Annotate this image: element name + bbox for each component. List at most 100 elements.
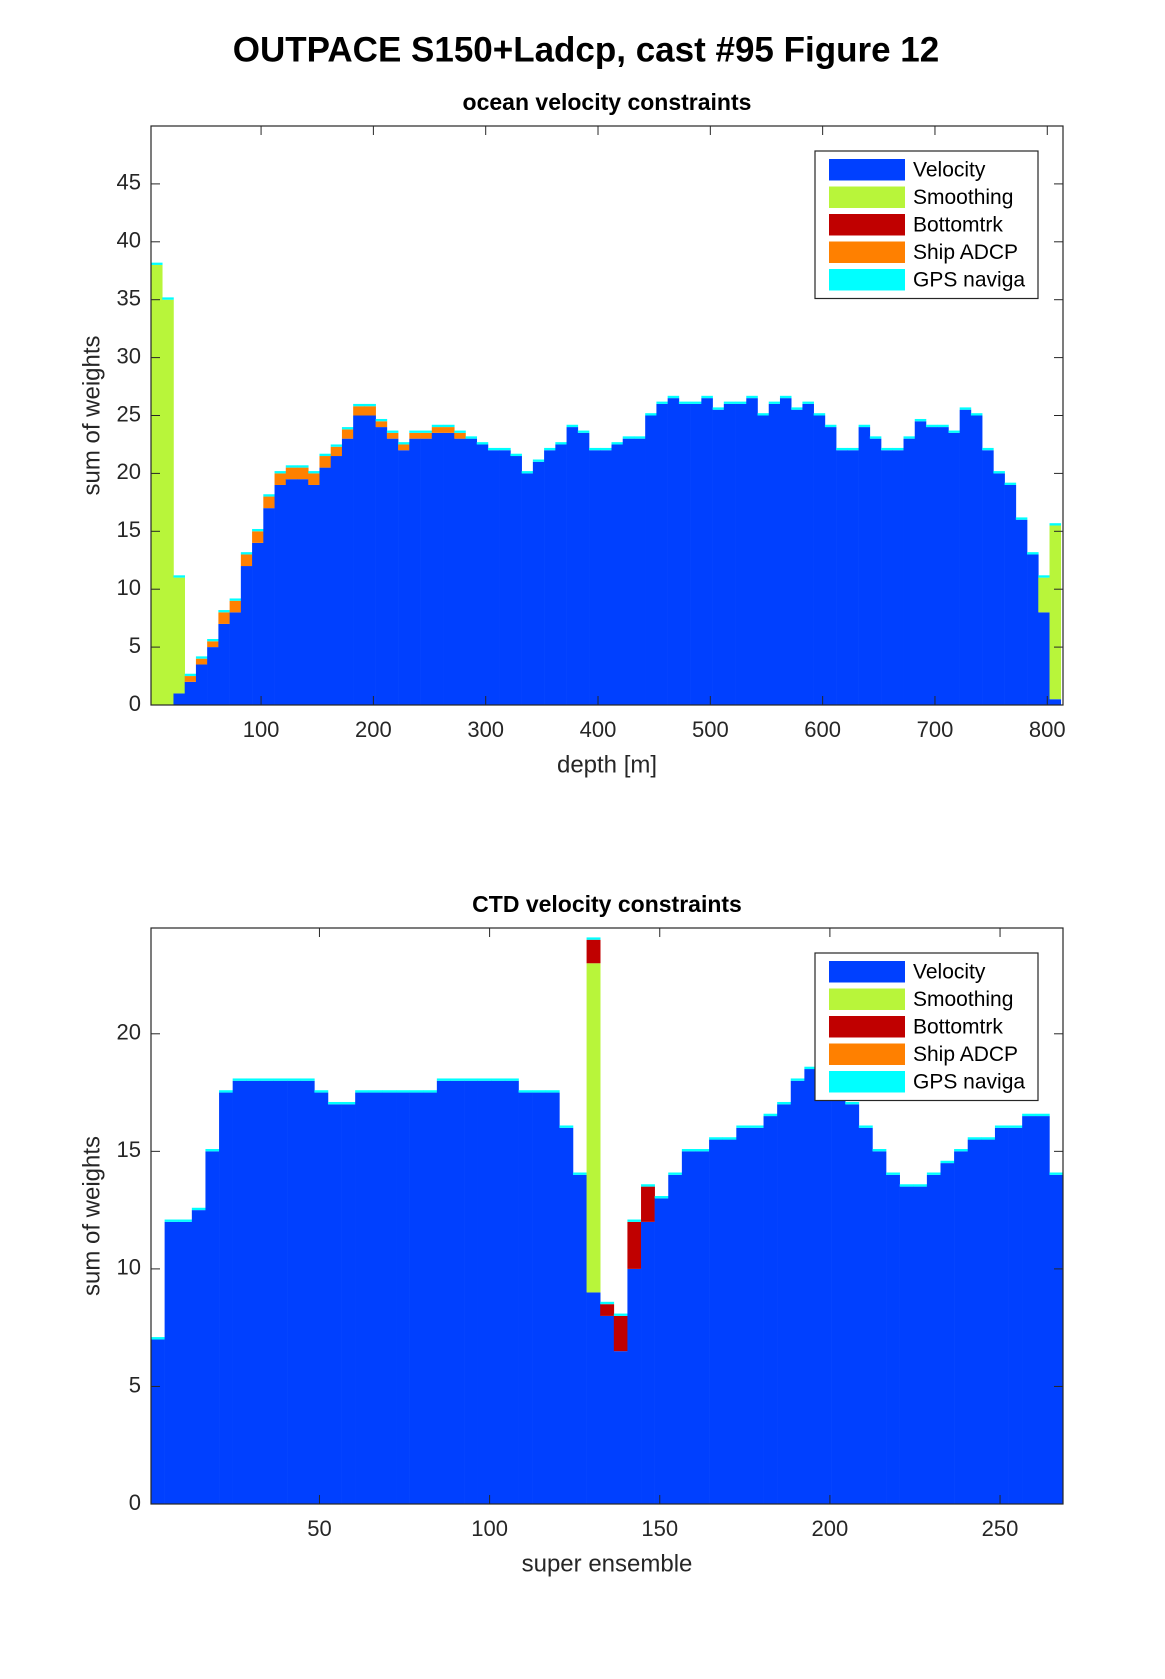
bar-segment [229,598,242,601]
bar-segment [487,447,500,451]
bar-segment [777,1101,792,1105]
bar-segment [398,442,410,445]
bar-segment [1035,1116,1050,1504]
bar-segment [926,1172,941,1175]
bar-segment [297,467,309,480]
bar-segment [274,484,287,705]
bar-segment [218,610,230,613]
bar-segment [622,438,635,705]
bar-segment [600,1315,615,1504]
bar-segment [1049,525,1062,700]
y-tick-label: 30 [117,343,141,368]
bar-segment [970,413,983,416]
bar-segment [845,1104,860,1504]
bar-segment [545,1092,560,1504]
legend-swatch [829,214,905,236]
bar-segment [330,456,343,705]
bar-segment [723,403,736,705]
bar-segment [813,413,826,416]
bar-segment [709,1139,724,1504]
bar-segment [443,424,455,428]
bar-segment [881,450,893,705]
bar-segment [763,1116,778,1504]
bar-segment [667,398,680,705]
bar-segment [600,450,612,705]
bar-segment [555,444,567,705]
bar-segment [205,1148,220,1152]
bar-segment [858,424,871,428]
y-tick-label: 40 [117,228,141,253]
bar-segment [709,1137,724,1140]
bar-segment [195,664,208,705]
bar-segment [768,401,781,404]
bar-segment [341,1101,356,1105]
bar-segment [477,1078,492,1081]
x-tick-label: 700 [917,717,954,742]
bar-segment [544,450,556,705]
bar-segment [240,566,253,705]
bar-segment [297,479,309,705]
bar-segment [926,1174,941,1504]
legend-swatch [829,1016,905,1038]
bar-segment [572,1174,587,1504]
bar-segment [1004,484,1017,705]
bar-segment [872,1151,887,1504]
bar-segment [763,1113,778,1117]
bar-segment [521,473,534,705]
bar-segment [914,421,927,705]
bar-segment [218,612,230,624]
y-tick-label: 20 [117,1020,141,1045]
bar-segment [1008,1127,1023,1504]
bar-segment [690,401,702,404]
bar-segment [287,1080,302,1504]
bar-segment [993,471,1005,474]
legend-label: GPS naviga [913,1070,1025,1093]
bar-segment [937,424,949,428]
bar-segment [1022,1113,1037,1117]
bar-segment [678,401,691,404]
bar-segment [330,444,343,447]
bar-segment [252,531,264,543]
bar-segment [824,424,837,428]
bar-segment [491,1080,506,1504]
bar-segment [510,453,522,457]
bar-segment [308,471,320,474]
x-tick-label: 250 [982,1516,1019,1541]
bar-segment [1049,1174,1064,1504]
x-axis-label: super ensemble [522,1550,693,1577]
legend-label: Ship ADCP [913,1043,1018,1066]
bar-segment [712,409,725,705]
y-tick-label: 10 [117,575,141,600]
bar-segment [319,456,332,468]
bar-segment [191,1210,206,1504]
bar-segment [1027,554,1039,705]
bar-segment [240,554,253,567]
bar-segment [232,1078,247,1081]
bar-segment [749,1127,764,1504]
bar-segment [903,438,916,705]
bar-segment [600,1301,615,1305]
bar-segment [454,438,466,705]
bar-segment [586,1292,601,1504]
bar-segment [195,656,208,659]
bar-segment [1049,699,1062,705]
legend-swatch [829,269,905,291]
bar-segment [476,444,489,705]
bar-segment [701,395,713,399]
bar-segment [892,450,904,705]
bar-segment [1035,1113,1050,1117]
legend-label: Smoothing [913,186,1013,209]
bar-segment [353,415,365,705]
bar-segment [364,415,376,705]
bar-segment [970,415,983,705]
bar-segment [722,1137,737,1140]
bar-segment [285,467,298,480]
bar-segment [532,1092,547,1504]
bar-segment [423,1092,438,1504]
bar-segment [1038,577,1050,613]
bar-segment [232,1080,247,1504]
bar-segment [477,1080,492,1504]
x-tick-label: 100 [243,717,280,742]
y-axis-label: sum of weights [78,1136,105,1296]
bar-segment [173,575,185,578]
